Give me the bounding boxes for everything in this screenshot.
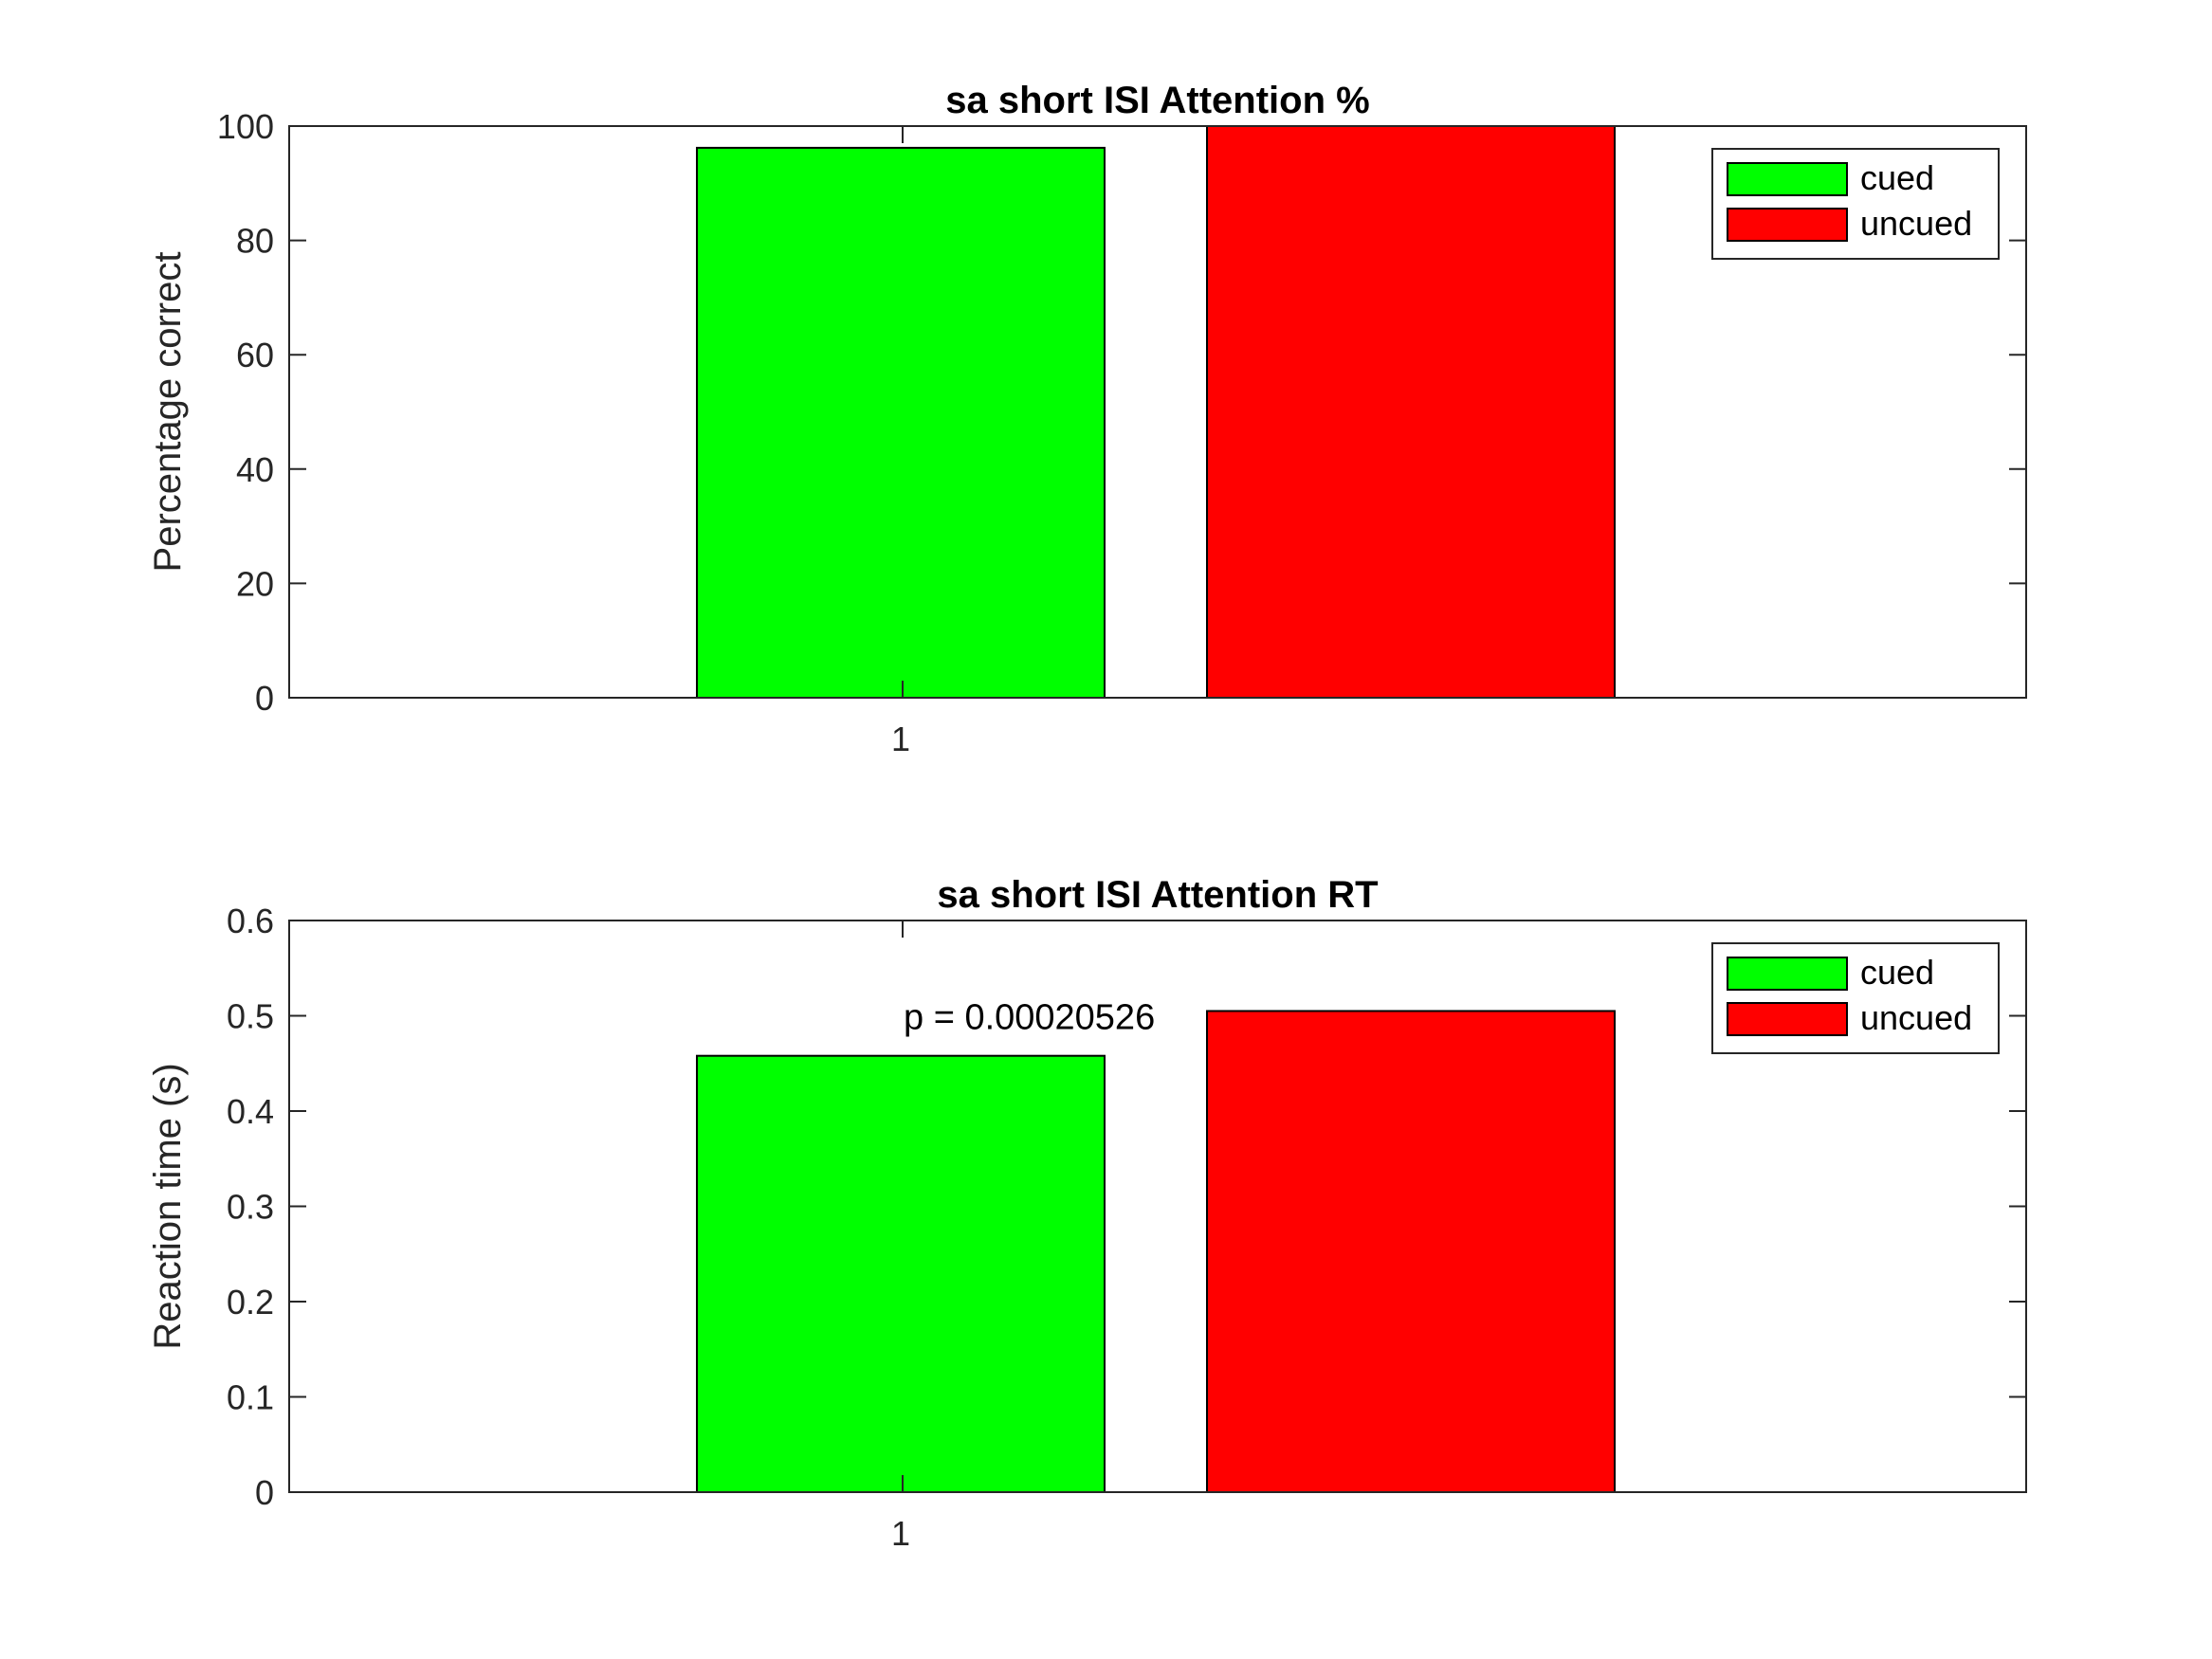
bar-uncued [1206, 125, 1616, 699]
legend-label-uncued: uncued [1860, 204, 1972, 243]
x-tick-label: 1 [891, 720, 910, 758]
y-tick-label: 100 [217, 107, 274, 146]
bar-uncued [1206, 1010, 1616, 1493]
legend-label-cued: cued [1860, 953, 1934, 992]
y-axis-label: Percentage correct [147, 252, 189, 573]
legend-swatch-cued [1727, 162, 1848, 196]
axes-box [288, 125, 2027, 699]
y-tick-label: 60 [236, 336, 274, 374]
y-tick-label: 20 [236, 564, 274, 603]
y-tick-label: 40 [236, 450, 274, 489]
y-tick-label: 0.4 [227, 1092, 274, 1131]
legend-swatch-cued [1727, 957, 1848, 991]
y-tick-label: 0.5 [227, 997, 274, 1036]
legend-label-uncued: uncued [1860, 998, 1972, 1037]
legend: cued uncued [1711, 148, 2000, 260]
legend: cued uncued [1711, 942, 2000, 1054]
y-tick-label: 0.2 [227, 1283, 274, 1322]
bar-cued [696, 1054, 1106, 1493]
x-tick-label: 1 [891, 1514, 910, 1553]
p-value-annotation: p = 0.00020526 [904, 998, 1155, 1038]
legend-label-cued: cued [1860, 158, 1934, 197]
chart-title: sa short ISI Attention RT [937, 874, 1378, 916]
legend-swatch-uncued [1727, 208, 1848, 242]
y-axis-label: Reaction time (s) [147, 1063, 189, 1349]
chart-panel-2: 0 0.1 0.2 0.3 0.4 0.5 0.6 1 sa short ISI Attenti… [147, 874, 2027, 1553]
y-tick-label: 0.3 [227, 1188, 274, 1227]
y-tick-label: 0.1 [227, 1378, 274, 1417]
y-tick-label: 0 [255, 679, 274, 718]
bar-cued [696, 146, 1106, 699]
y-tick-label: 0.6 [227, 902, 274, 940]
legend-swatch-uncued [1727, 1002, 1848, 1036]
chart-title: sa short ISI Attention % [945, 80, 1369, 121]
y-tick-label: 80 [236, 222, 274, 261]
y-tick-label: 0 [255, 1473, 274, 1512]
chart-panel-1: 0 20 40 60 80 100 1 sa short ISI Attention % Per… [147, 80, 2027, 758]
